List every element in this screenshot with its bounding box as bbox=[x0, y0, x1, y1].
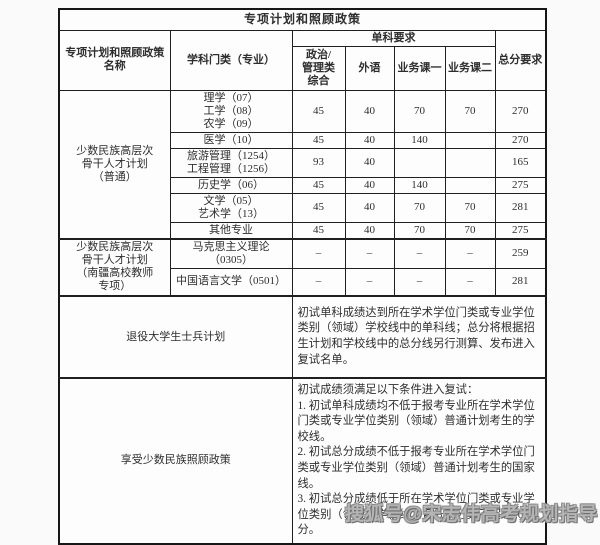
header-row-2: 政治/ 管理类 综合 外语 业务课一 业务课二 bbox=[59, 45, 546, 91]
table-row-minority-policy: 享受少数民族照顾政策 初试成绩须满足以下条件进入复试： 1. 初试单科成绩均不低… bbox=[58, 377, 547, 545]
cell-foreign: 40 bbox=[344, 192, 395, 223]
cell-course2 bbox=[444, 131, 496, 149]
cell-total: 270 bbox=[494, 89, 547, 133]
header-single-subject: 单科要求 bbox=[291, 29, 496, 47]
header-total: 总分要求 bbox=[494, 29, 547, 91]
cell-foreign: – bbox=[344, 237, 395, 269]
cell-discipline: 医学（10） bbox=[169, 131, 293, 149]
cell-foreign: 40 bbox=[344, 176, 395, 194]
header-foreign-language: 外语 bbox=[344, 45, 395, 91]
cell-politics: – bbox=[291, 237, 346, 269]
cell-foreign: 40 bbox=[344, 221, 395, 239]
cell-course1: 70 bbox=[393, 221, 446, 239]
cell-foreign: 40 bbox=[344, 147, 395, 178]
table-row: 少数民族高层次 骨干人才计划 （普通） 理学（07） 工学（08） 农学（09）… bbox=[58, 89, 547, 239]
header-discipline: 学科门类（专业） bbox=[169, 29, 293, 91]
header-course1: 业务课一 bbox=[393, 45, 446, 91]
header-course2: 业务课二 bbox=[444, 45, 496, 91]
cell-politics: 45 bbox=[291, 89, 346, 133]
admission-score-table: 专项计划和照顾政策 专项计划和照顾政策 名称 学科门类（专业） 单科要求 总分要… bbox=[58, 8, 548, 545]
cell-politics: 45 bbox=[291, 131, 346, 149]
cell-total: 275 bbox=[494, 221, 547, 239]
sohu-watermark: 搜狐号@宋志伟高考规划指导 bbox=[344, 504, 598, 525]
cell-discipline: 马克思主义理论 （0305） bbox=[169, 237, 293, 269]
table-row: 旅游管理（1254） 工程管理（1256） 93 40 165 bbox=[59, 147, 547, 178]
cell-foreign: 40 bbox=[344, 131, 395, 149]
cell-course1: – bbox=[393, 237, 446, 269]
cell-foreign: 40 bbox=[344, 89, 395, 133]
cell-discipline: 文学（05） 艺术学（13） bbox=[169, 192, 293, 223]
cell-politics: 93 bbox=[291, 147, 346, 178]
header-politics: 政治/ 管理类 综合 bbox=[291, 45, 346, 91]
plan-name-veteran: 退役大学生士兵计划 bbox=[58, 295, 293, 379]
cell-course2 bbox=[444, 147, 496, 178]
group-name-minority-general: 少数民族高层次 骨干人才计划 （普通） bbox=[58, 89, 171, 239]
cell-politics: 45 bbox=[291, 221, 346, 239]
cell-course2 bbox=[444, 176, 496, 194]
table-row: 医学（10） 45 40 140 270 bbox=[59, 131, 547, 149]
cell-foreign: – bbox=[344, 267, 395, 297]
table-title-row: 专项计划和照顾政策 bbox=[58, 8, 547, 31]
cell-total: 281 bbox=[494, 267, 547, 297]
plan-note-minority-policy: 初试成绩须满足以下条件进入复试： 1. 初试单科成绩均不低于报考专业所在学术学位… bbox=[291, 377, 547, 545]
table-row: 少数民族高层次 骨干人才计划 （南疆高校教师 专项） 马克思主义理论 （0305… bbox=[58, 237, 547, 297]
cell-course2: 70 bbox=[444, 192, 496, 223]
cell-course1: – bbox=[393, 267, 446, 297]
cell-course2: 70 bbox=[444, 221, 496, 239]
cell-politics: – bbox=[291, 267, 346, 297]
cell-total: 259 bbox=[494, 237, 547, 269]
plan-name-minority-policy: 享受少数民族照顾政策 bbox=[58, 377, 293, 545]
table-row-veteran-plan: 退役大学生士兵计划 初试单科成绩达到所在学术学位门类或专业学位类别（领域）学校线… bbox=[58, 295, 547, 379]
cell-course2: – bbox=[444, 237, 496, 269]
cell-course1: 70 bbox=[393, 89, 446, 133]
table-row: 其他专业 45 40 70 70 275 bbox=[59, 221, 547, 239]
cell-course2: – bbox=[444, 267, 496, 297]
cell-total: 165 bbox=[494, 147, 547, 178]
cell-discipline: 历史学（06） bbox=[169, 176, 293, 194]
page-root: { "table": { "title": "专项计划和照顾政策", "head… bbox=[58, 8, 598, 545]
cell-course1 bbox=[393, 147, 446, 178]
table-row: 文学（05） 艺术学（13） 45 40 70 70 281 bbox=[59, 192, 547, 223]
cell-discipline: 其他专业 bbox=[169, 221, 293, 239]
cell-politics: 45 bbox=[291, 192, 346, 223]
cell-course1: 140 bbox=[393, 176, 446, 194]
cell-total: 275 bbox=[494, 176, 547, 194]
cell-discipline: 旅游管理（1254） 工程管理（1256） bbox=[169, 147, 293, 178]
cell-course1: 70 bbox=[393, 192, 446, 223]
cell-politics: 45 bbox=[291, 176, 346, 194]
cell-discipline: 中国语言文学（0501） bbox=[169, 267, 293, 297]
cell-course2: 70 bbox=[444, 89, 496, 133]
header-plan-name: 专项计划和照顾政策 名称 bbox=[58, 29, 171, 91]
table-title: 专项计划和照顾政策 bbox=[58, 8, 547, 31]
cell-total: 281 bbox=[494, 192, 547, 223]
cell-discipline: 理学（07） 工学（08） 农学（09） bbox=[169, 89, 293, 133]
header-row-1: 专项计划和照顾政策 名称 学科门类（专业） 单科要求 总分要求 bbox=[58, 29, 547, 91]
cell-course1: 140 bbox=[393, 131, 446, 149]
cell-total: 270 bbox=[494, 131, 547, 149]
group-name-minority-xinjiang: 少数民族高层次 骨干人才计划 （南疆高校教师 专项） bbox=[58, 237, 171, 297]
plan-note-veteran: 初试单科成绩达到所在学术学位门类或专业学位类别（领域）学校线中的单科线；总分将根… bbox=[291, 295, 547, 379]
